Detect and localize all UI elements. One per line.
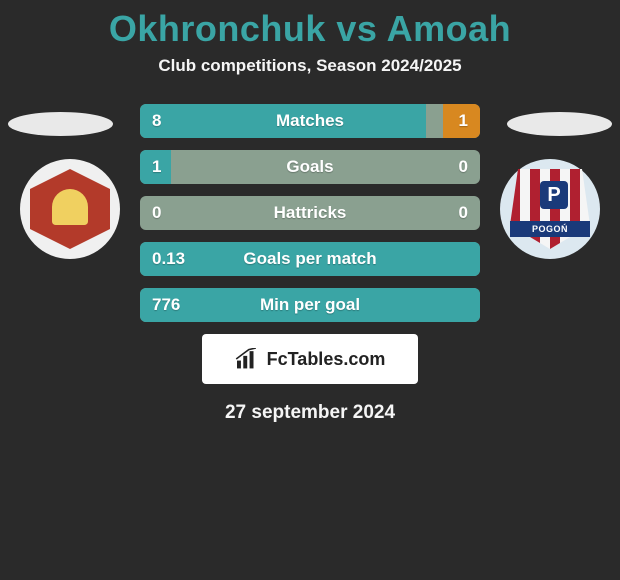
club-crest-left-icon [30, 169, 110, 249]
club-crest-right-icon: P POGOŃ [510, 169, 590, 249]
comparison-stage: P POGOŃ 8Matches11Goals00Hattricks00.13G… [0, 104, 620, 322]
stat-rows: 8Matches11Goals00Hattricks00.13Goals per… [140, 104, 480, 322]
subtitle: Club competitions, Season 2024/2025 [0, 56, 620, 76]
stat-row: 0Hattricks0 [140, 196, 480, 230]
brand-box: FcTables.com [202, 334, 418, 384]
stat-row: 8Matches1 [140, 104, 480, 138]
decor-ellipse-left [8, 112, 113, 136]
stat-label: Matches [140, 104, 480, 138]
club-badge-left [20, 159, 120, 259]
stat-value-right: 0 [459, 150, 468, 184]
page-title: Okhronchuk vs Amoah [0, 0, 620, 50]
stat-label: Goals [140, 150, 480, 184]
stat-label: Min per goal [140, 288, 480, 322]
stat-value-right: 1 [459, 104, 468, 138]
date-text: 27 september 2024 [0, 402, 620, 424]
stat-label: Goals per match [140, 242, 480, 276]
stat-row: 1Goals0 [140, 150, 480, 184]
stat-label: Hattricks [140, 196, 480, 230]
stat-value-right: 0 [459, 196, 468, 230]
stat-row: 776Min per goal [140, 288, 480, 322]
club-badge-right: P POGOŃ [500, 159, 600, 259]
brand-text: FcTables.com [267, 349, 386, 370]
stat-row: 0.13Goals per match [140, 242, 480, 276]
decor-ellipse-right [507, 112, 612, 136]
bar-chart-icon [235, 348, 261, 370]
